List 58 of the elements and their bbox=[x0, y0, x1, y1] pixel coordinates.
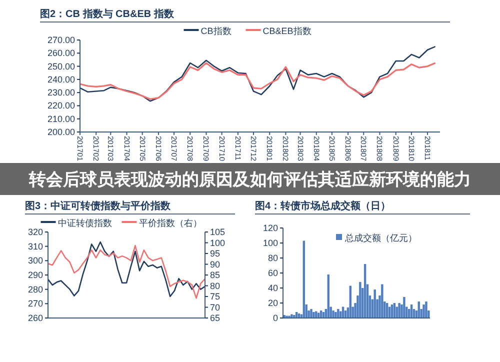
y2-tick-label: 85 bbox=[210, 270, 220, 280]
y2-tick-label: 70 bbox=[210, 302, 220, 312]
y2-tick-label: 80 bbox=[210, 280, 220, 291]
y-tick-label: 230.00 bbox=[47, 88, 75, 98]
y-tick-label: 20 bbox=[268, 298, 278, 308]
bar bbox=[374, 290, 376, 318]
y-tick-label: 80 bbox=[268, 253, 278, 263]
legend-label: 中证转债指数 bbox=[58, 218, 112, 228]
line-series bbox=[79, 46, 436, 102]
bar bbox=[312, 312, 315, 318]
y2-tick-label: 65 bbox=[210, 313, 220, 323]
bar bbox=[403, 297, 406, 318]
legend-label: CB&EB指数 bbox=[262, 26, 312, 36]
bar bbox=[381, 284, 384, 318]
y-tick-label: 270.00 bbox=[47, 35, 75, 45]
chart-title: 图4：转债市场总成交额（日） bbox=[255, 200, 391, 212]
y-tick-label: 260 bbox=[28, 313, 43, 323]
y-tick-label: 210.00 bbox=[47, 114, 75, 124]
y2-tick-label: 90 bbox=[210, 259, 220, 270]
y-tick-label: 240.00 bbox=[47, 74, 75, 84]
y-tick-label: 300 bbox=[28, 256, 43, 266]
bar bbox=[398, 303, 400, 318]
line-series bbox=[79, 62, 436, 100]
y-tick-label: 270 bbox=[28, 298, 43, 309]
y-tick-label: 280 bbox=[28, 284, 43, 294]
y-tick-label: 310 bbox=[28, 241, 43, 252]
chart-title: 图2：CB 指数与 CB&EB 指数 bbox=[40, 8, 175, 20]
y-tick-label: 320 bbox=[28, 227, 43, 237]
bar bbox=[332, 310, 334, 318]
bar bbox=[364, 264, 366, 318]
bar bbox=[334, 312, 337, 318]
y-tick-label: 60 bbox=[268, 268, 278, 278]
y2-tick-label: 100 bbox=[210, 238, 226, 248]
legend-label: 总成交额（亿元） bbox=[344, 233, 417, 243]
bar bbox=[310, 309, 312, 318]
y-tick-label: 40 bbox=[268, 283, 278, 293]
y-tick-label: 290 bbox=[28, 270, 43, 280]
y2-tick-label: 105 bbox=[210, 227, 226, 237]
legend-label: 平价指数（右） bbox=[138, 218, 202, 228]
y-tick-label: 220.00 bbox=[47, 100, 75, 111]
bar bbox=[422, 304, 425, 318]
y-tick-label: 250.00 bbox=[47, 61, 75, 72]
y-tick-label: 200.00 bbox=[47, 127, 75, 137]
y2-tick-label: 75 bbox=[210, 292, 220, 302]
y-tick-label: 100 bbox=[262, 238, 278, 248]
chart-title: 图3：中证可转债指数与平价指数 bbox=[25, 200, 172, 212]
y-tick-label: 0 bbox=[272, 313, 278, 323]
bar bbox=[302, 240, 306, 318]
y-tick-label: 260.00 bbox=[47, 48, 75, 58]
y2-tick-label: 95 bbox=[210, 248, 220, 258]
bar bbox=[290, 314, 293, 318]
bar bbox=[359, 282, 362, 318]
bar bbox=[425, 302, 428, 318]
text: 转会后球员表现波动的原因及如何评估其适应新环境的能力 bbox=[28, 170, 471, 189]
bar bbox=[337, 309, 340, 318]
legend-label: CB指数 bbox=[200, 26, 232, 36]
bar bbox=[327, 274, 330, 318]
y-tick-label: 120 bbox=[262, 223, 278, 233]
